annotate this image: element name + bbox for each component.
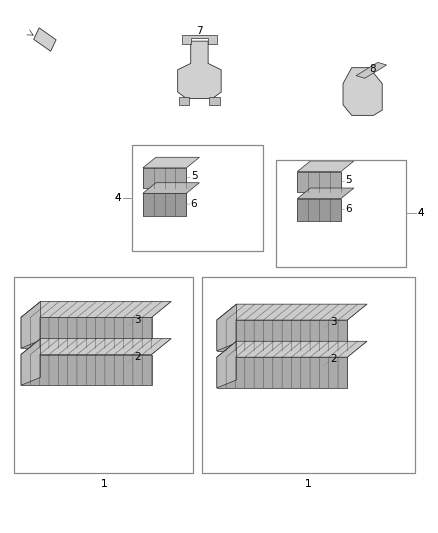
Polygon shape: [21, 317, 152, 348]
Text: 5: 5: [345, 175, 352, 185]
Text: 1: 1: [305, 479, 311, 489]
Text: 4: 4: [417, 208, 424, 219]
Text: 1: 1: [100, 479, 107, 489]
Polygon shape: [297, 199, 341, 221]
Bar: [201, 277, 415, 473]
Text: 4: 4: [114, 192, 121, 203]
Polygon shape: [143, 157, 199, 168]
Polygon shape: [34, 28, 56, 51]
Bar: [276, 160, 406, 266]
Polygon shape: [21, 338, 41, 385]
Polygon shape: [297, 172, 341, 192]
Text: 4: 4: [114, 192, 121, 203]
Polygon shape: [297, 161, 354, 172]
Polygon shape: [143, 193, 186, 216]
Text: 1: 1: [100, 479, 107, 489]
Text: 1: 1: [305, 479, 311, 489]
Polygon shape: [21, 354, 152, 385]
Polygon shape: [297, 188, 354, 199]
Text: 2: 2: [330, 354, 337, 364]
Polygon shape: [217, 341, 367, 357]
Text: 7: 7: [196, 26, 203, 36]
Polygon shape: [182, 35, 217, 44]
Text: 6: 6: [345, 204, 352, 214]
Polygon shape: [209, 97, 220, 105]
Bar: [201, 277, 415, 473]
Polygon shape: [179, 97, 189, 105]
Bar: [132, 144, 262, 251]
Bar: [14, 277, 193, 473]
Polygon shape: [217, 304, 237, 351]
Polygon shape: [356, 62, 387, 78]
Polygon shape: [21, 302, 41, 348]
Polygon shape: [21, 338, 171, 354]
Polygon shape: [217, 357, 347, 388]
Polygon shape: [217, 304, 367, 320]
Text: 3: 3: [330, 317, 337, 327]
Polygon shape: [21, 302, 171, 317]
Text: 6: 6: [191, 199, 198, 209]
Polygon shape: [143, 183, 199, 193]
Bar: [14, 277, 193, 473]
Polygon shape: [217, 341, 237, 388]
Text: 5: 5: [191, 172, 198, 181]
Bar: [276, 160, 406, 266]
Text: 8: 8: [369, 64, 376, 74]
Polygon shape: [143, 168, 186, 188]
Polygon shape: [217, 320, 347, 351]
Text: 2: 2: [134, 352, 141, 361]
Text: 3: 3: [134, 314, 141, 325]
Text: 4: 4: [417, 208, 424, 219]
Polygon shape: [343, 68, 382, 115]
Bar: [132, 144, 262, 251]
Polygon shape: [178, 41, 221, 99]
